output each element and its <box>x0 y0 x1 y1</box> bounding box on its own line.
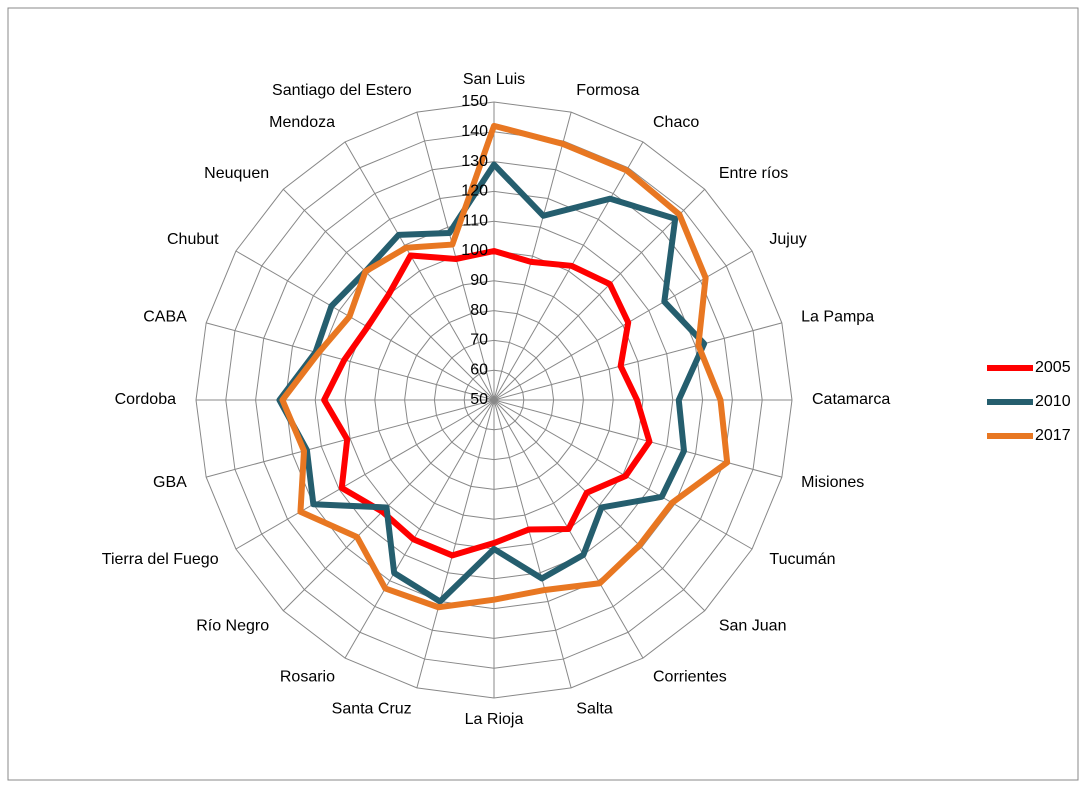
category-label: Jujuy <box>769 231 806 248</box>
r-tick-label: 150 <box>461 93 488 110</box>
spoke <box>493 250 753 401</box>
spoke <box>235 399 495 550</box>
spoke <box>416 399 495 688</box>
category-label: Tierra del Fuego <box>102 551 219 568</box>
category-label: Santa Cruz <box>332 700 412 717</box>
labels-layer: 50 60 70 80 90 100 110 120 130 140 150 San Luis Form… <box>102 71 1071 728</box>
r-tick-label: 110 <box>462 212 488 229</box>
spoke <box>344 141 495 401</box>
series-line <box>321 248 653 559</box>
category-label: Chaco <box>653 114 699 131</box>
category-label: Tucumán <box>769 551 835 568</box>
r-tick-label: 130 <box>461 153 488 170</box>
category-label: Cordoba <box>115 391 176 408</box>
series-line <box>279 122 731 611</box>
category-label: La Rioja <box>465 711 524 728</box>
category-label: San Juan <box>719 617 787 634</box>
legend-label: 2010 <box>1035 393 1071 410</box>
r-tick-label: 140 <box>461 123 488 140</box>
category-label: Santiago del Estero <box>272 82 412 99</box>
category-label: Misiones <box>801 474 864 491</box>
r-tick-label: 100 <box>461 242 488 259</box>
category-label: Formosa <box>576 82 639 99</box>
legend-label: 2005 <box>1035 359 1071 376</box>
spoke <box>493 112 572 401</box>
category-label: Chubut <box>167 231 219 248</box>
series-layer <box>276 122 731 611</box>
r-tick-label: 120 <box>461 183 488 200</box>
spoke <box>493 322 782 401</box>
spoke <box>493 188 706 401</box>
series-line <box>276 161 708 605</box>
r-tick-label: 50 <box>470 391 488 408</box>
category-label: GBA <box>153 474 187 491</box>
legend-label: 2017 <box>1035 427 1071 444</box>
category-label: Entre ríos <box>719 165 788 182</box>
category-label: Corrientes <box>653 668 727 685</box>
category-label: Rosario <box>280 668 335 685</box>
category-label: Salta <box>576 700 613 717</box>
spoke <box>493 399 572 688</box>
spoke <box>206 322 495 401</box>
r-tick-label: 60 <box>470 361 488 378</box>
spoke <box>493 399 782 478</box>
category-label: La Pampa <box>801 308 874 325</box>
category-label: CABA <box>143 308 187 325</box>
category-label: Río Negro <box>196 617 269 634</box>
category-label: Catamarca <box>812 391 890 408</box>
category-label: Neuquen <box>204 165 269 182</box>
spoke <box>493 141 644 401</box>
spoke <box>344 399 495 659</box>
r-tick-label: 70 <box>470 332 488 349</box>
category-label: Mendoza <box>269 114 335 131</box>
r-tick-label: 80 <box>470 302 488 319</box>
r-tick-label: 90 <box>470 272 488 289</box>
category-label: San Luis <box>463 71 525 88</box>
